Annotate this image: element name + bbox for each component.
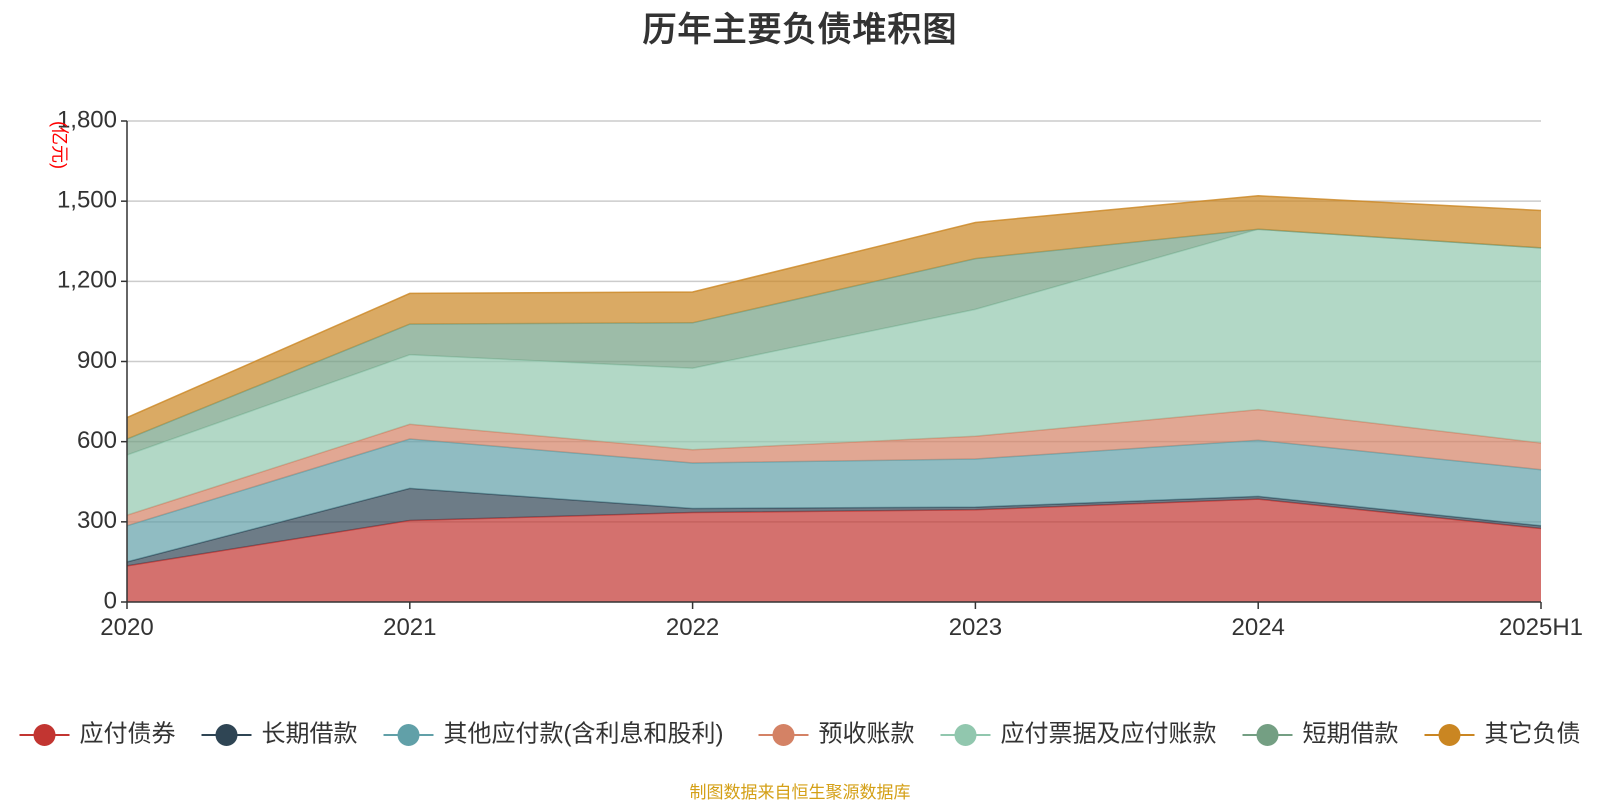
legend-item-预收账款[interactable]: 预收账款: [758, 720, 915, 747]
y-tick-label: 1,500: [57, 187, 117, 214]
y-tick-label: 1,800: [57, 106, 117, 133]
legend: 应付债券 长期借款 其他应付款(含利息和股利) 预收账款 应付票据及应付账款 短期借款 其它…: [19, 720, 1581, 747]
series-line-其它负债: [126, 195, 1542, 419]
legend-item-其它负债[interactable]: 其它负债: [1424, 720, 1581, 747]
y-tick-label: 600: [77, 427, 117, 454]
legend-label: 预收账款: [819, 720, 915, 747]
legend-label: 其它负债: [1485, 720, 1581, 747]
y-axis-unit-label: (亿元): [49, 121, 69, 169]
source-note: 制图数据来自恒生聚源数据库: [689, 783, 911, 802]
area-长期借款: [127, 488, 1541, 566]
y-tick-label: 300: [77, 507, 117, 534]
legend-item-长期借款[interactable]: 长期借款: [201, 720, 358, 747]
y-tick-label: 1,200: [57, 267, 117, 294]
y-tick-label: 900: [77, 347, 117, 374]
area-预收账款: [127, 409, 1541, 526]
legend-item-其他应付款(含利息和股利)[interactable]: 其他应付款(含利息和股利): [383, 720, 724, 747]
x-tick-label: 2020: [100, 614, 153, 641]
area-短期借款: [127, 229, 1541, 455]
legend-label: 其他应付款(含利息和股利): [444, 720, 724, 747]
area-应付票据及应付账款: [127, 229, 1541, 516]
legend-label: 应付票据及应付账款: [1001, 720, 1217, 747]
legend-marker-icon: [1438, 724, 1461, 746]
y-tick-label: 0: [104, 587, 117, 614]
legend-marker-icon: [1256, 724, 1279, 746]
x-tick-label: 2024: [1232, 614, 1285, 641]
legend-item-应付债券[interactable]: 应付债券: [19, 720, 176, 747]
legend-marker-icon: [397, 724, 420, 746]
area-其它负债: [127, 195, 1541, 439]
stacked-areas: [126, 195, 1542, 602]
x-tick-label: 2023: [949, 614, 1002, 641]
legend-item-应付票据及应付账款[interactable]: 应付票据及应付账款: [940, 720, 1217, 747]
legend-label: 应付债券: [80, 720, 176, 747]
legend-label: 短期借款: [1303, 720, 1399, 747]
area-应付债券: [127, 499, 1541, 602]
x-tick-label: 2021: [383, 614, 436, 641]
legend-item-短期借款[interactable]: 短期借款: [1242, 720, 1399, 747]
legend-marker-icon: [954, 724, 977, 746]
legend-label: 长期借款: [262, 720, 358, 747]
area-其他应付款(含利息和股利): [127, 439, 1541, 562]
x-tick-label: 2022: [666, 614, 719, 641]
legend-marker-icon: [215, 724, 238, 746]
x-tick-label: 2025H1: [1499, 614, 1583, 641]
axes: 0 300 600 900 1,200 1,500 1,800 2020 2021 2022 202…: [57, 106, 1583, 641]
chart-title: 历年主要负债堆积图: [642, 11, 958, 49]
legend-marker-icon: [772, 724, 795, 746]
legend-marker-icon: [33, 724, 56, 746]
